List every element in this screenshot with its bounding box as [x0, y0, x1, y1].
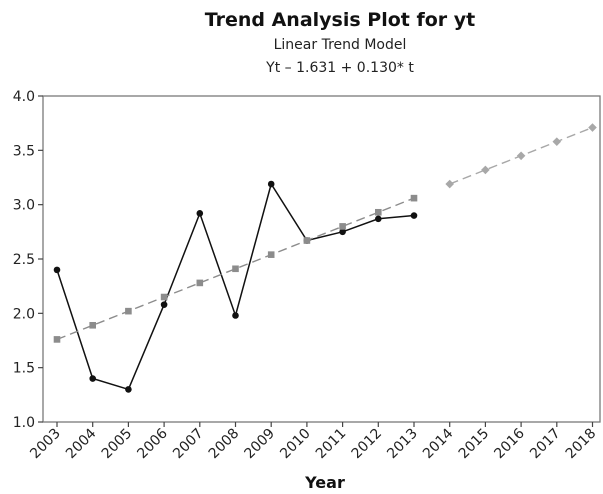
x-tick-label: 2011 [313, 426, 350, 463]
y-tick-label: 3.0 [13, 198, 35, 214]
x-tick-label: 2005 [99, 426, 136, 463]
x-tick-label: 2017 [527, 426, 564, 463]
series-1-line [56, 197, 415, 341]
x-tick-label: 2015 [456, 426, 493, 463]
series-1-point [375, 208, 382, 216]
series-0-point [410, 212, 418, 219]
y-tick-label: 2.0 [13, 306, 35, 322]
series-0-point [375, 215, 382, 223]
y-tick-label: 4.0 [13, 89, 35, 105]
x-tick-label: 2008 [206, 426, 243, 463]
series-1-point [410, 194, 418, 202]
series-1-point [339, 223, 346, 230]
series-2-point [516, 151, 526, 161]
series-1-point [267, 251, 275, 258]
x-tick-label: 2013 [384, 426, 421, 463]
x-tick-label: 2014 [420, 425, 457, 462]
x-tick-label: 2016 [491, 425, 528, 462]
series-0-point [125, 386, 132, 393]
series-0-point [53, 266, 61, 274]
x-tick-label: 2018 [563, 426, 600, 463]
x-tick-label: 2007 [170, 426, 207, 463]
series-0-point [339, 228, 346, 236]
x-tick-label: 2004 [63, 425, 100, 462]
x-tick-label: 2012 [349, 426, 386, 463]
series-0-point [89, 375, 96, 382]
x-axis-title: Year [304, 473, 345, 490]
series-2-point [481, 165, 490, 175]
series-1-point [53, 336, 61, 343]
series-0-point [196, 210, 204, 217]
series-0-line [56, 182, 415, 391]
series-1-point [160, 293, 168, 301]
series-1-point [303, 237, 311, 244]
series-1-point [89, 321, 96, 329]
series-0-point [232, 312, 239, 319]
x-tick-label: 2009 [242, 426, 279, 463]
trend-equation: Yt – 1.631 + 0.130* t [265, 60, 414, 76]
series-2-point [445, 179, 454, 189]
y-tick-label: 2.5 [13, 252, 35, 268]
chart-title: Trend Analysis Plot for yt [205, 9, 476, 31]
x-tick-label: 2010 [277, 426, 314, 463]
series-2-point [552, 137, 562, 146]
series-0-point [267, 180, 275, 188]
chart-subtitle: Linear Trend Model [274, 37, 407, 53]
plot-frame [42, 95, 601, 423]
series-1-point [232, 265, 239, 273]
y-tick-label: 1.0 [13, 415, 35, 431]
series-2-point [588, 123, 597, 132]
series-1-point [196, 279, 204, 287]
x-tick-label: 2006 [134, 425, 171, 462]
series-0-point [160, 301, 168, 308]
series-1-point [125, 307, 132, 315]
y-tick-label: 1.5 [13, 361, 35, 377]
y-tick-label: 3.5 [13, 143, 35, 159]
